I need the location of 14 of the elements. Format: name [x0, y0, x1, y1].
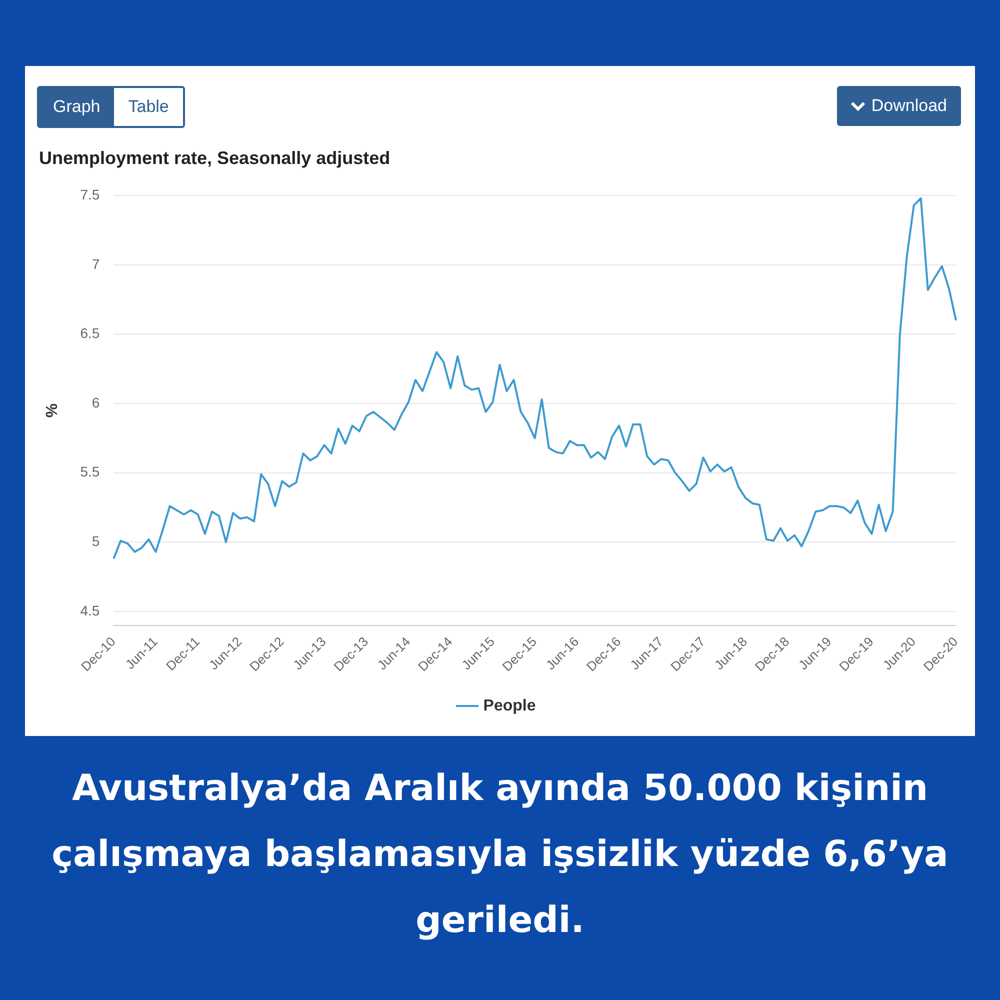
legend-label: People	[483, 697, 536, 714]
y-tick-label: 7.5	[80, 186, 100, 202]
text: Graph	[39, 88, 114, 126]
y-tick-label: 7	[92, 256, 100, 272]
y-axis-title: %	[44, 403, 62, 418]
y-tick-label: 6.5	[80, 325, 100, 342]
y-tick-label: 5	[92, 533, 100, 550]
chart-title: Unemployment rate, Seasonally adjusted	[39, 148, 390, 168]
y-tick-label: 6	[92, 394, 100, 410]
text: Table	[114, 88, 183, 126]
text: Download	[871, 96, 947, 116]
text: Avustralya’da Aralık ayında 50.000 kişinin çalışmaya başlamasıyla işsizlik yüzde 6,6’ya geriledi.	[50, 767, 950, 943]
y-tick-label: 5.5	[80, 464, 100, 480]
y-tick-label: 4.5	[80, 602, 100, 618]
